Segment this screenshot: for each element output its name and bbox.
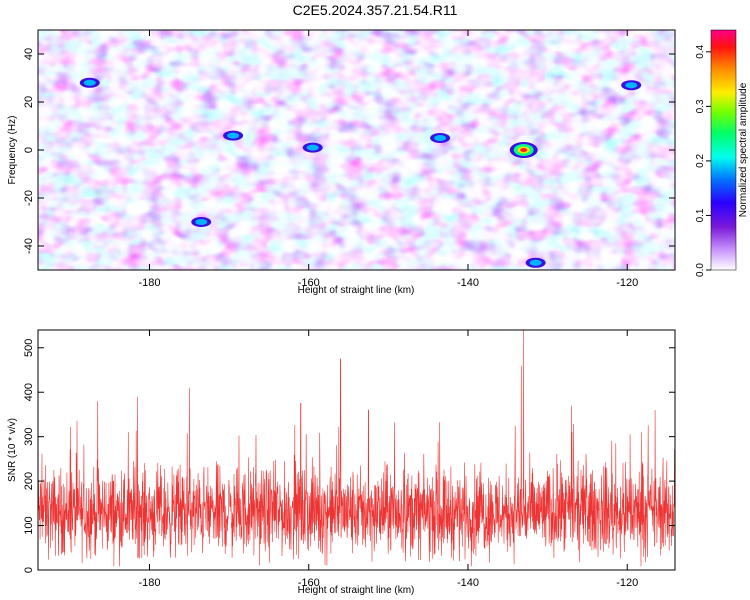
snr-panel: -180 -160 -140 -120 0 100 200 300 400 500 Height … [7,329,676,596]
heatmap-x-tick-label: -180 [138,277,160,289]
heatmap-peak [83,79,96,86]
snr-y-axis-label: SNR (10 * v/v) [7,418,18,482]
colorbar-ticks: 0.0 0.1 0.2 0.3 0.4 [695,29,737,277]
heatmap-peak [625,82,638,89]
colorbar-tick-label: 0.0 [695,263,706,277]
colorbar-label: Normalized spectral amplitude [738,82,749,217]
heatmap-peak [434,135,447,141]
heatmap-y-tick-label: -40 [23,238,35,254]
heatmap-peak [227,132,240,139]
snr-y-tick-label: 200 [23,472,35,490]
heatmap-y-tick-label: 40 [23,48,35,60]
heatmap-texture [38,30,675,270]
colorbar-tick-label: 0.2 [695,154,706,168]
heatmap-peak-max [520,148,528,152]
snr-x-tick-label: -120 [616,577,638,589]
snr-frame [37,329,676,571]
chart-title: C2E5.2024.357.21.54.R11 [292,2,458,18]
colorbar: 0.0 0.1 0.2 0.3 0.4 Normalized spectral ampl… [695,29,749,277]
heatmap-axes: -180 -160 -140 -120 -40 -20 0 20 40 [23,30,675,289]
snr-series-line [38,330,675,567]
heatmap-x-tick-label: -120 [616,277,638,289]
snr-x-tick-label: -160 [298,577,320,589]
heatmap-peak [529,259,542,266]
snr-y-tick-label: 400 [23,383,35,401]
snr-y-tick-label: 100 [23,516,35,534]
heatmap-x-tick-label: -140 [457,277,479,289]
heatmap-peak [306,144,319,151]
heatmap-x-tick-label: -160 [298,277,320,289]
heatmap-y-tick-label: -20 [23,190,35,206]
heatmap-y-tick-label: 0 [23,147,35,153]
heatmap-panel: -180 -160 -140 -120 -40 -20 0 20 40 Height of st… [7,29,676,296]
colorbar-tick-label: 0.3 [695,99,706,113]
colorbar-tick-label: 0.4 [695,44,706,58]
snr-y-tick-label: 0 [23,567,35,573]
snr-y-tick-label: 300 [23,427,35,445]
heatmap-y-axis-label: Frequency (Hz) [7,116,18,185]
colorbar-frame [710,29,737,271]
snr-x-axis-label: Height of straight line (km) [298,585,415,596]
snr-x-tick-label: -180 [138,577,160,589]
snr-x-tick-label: -140 [457,577,479,589]
colorbar-tick-label: 0.1 [695,208,706,222]
heatmap-x-axis-label: Height of straight line (km) [298,285,415,296]
snr-axes: -180 -160 -140 -120 0 100 200 300 400 500 [23,330,675,589]
heatmap-y-tick-label: 20 [23,96,35,108]
snr-y-tick-label: 500 [23,339,35,357]
heatmap-peaks [79,77,642,268]
colorbar-gradient [711,30,736,270]
heatmap-peak [195,219,208,225]
